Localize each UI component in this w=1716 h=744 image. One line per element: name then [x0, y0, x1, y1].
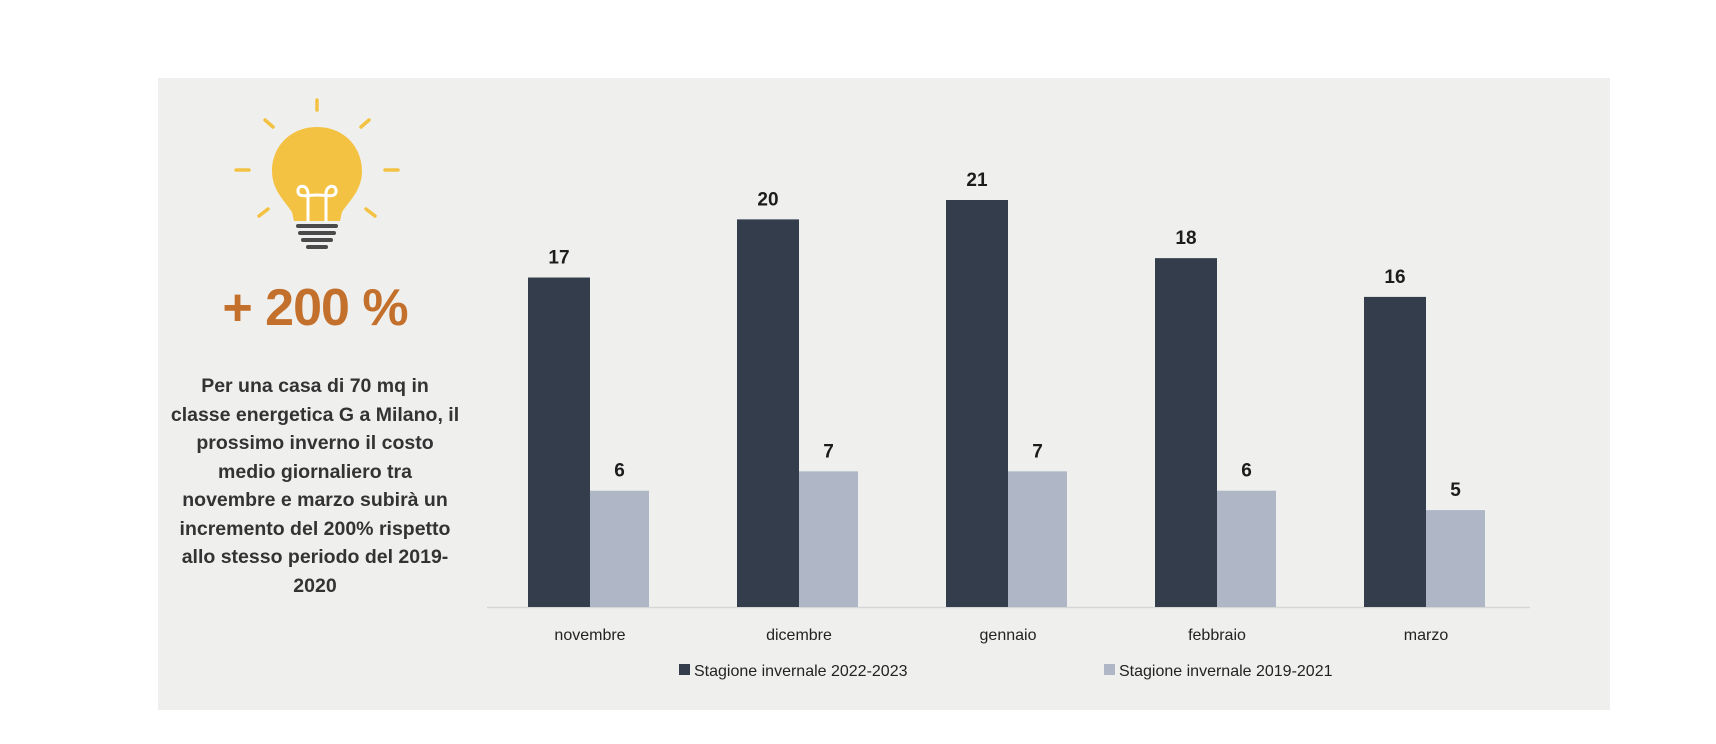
legend-2019-2021-label: Stagione invernale 2019-2021 [1119, 663, 1333, 680]
description-text: Per una casa di 70 mq in classe energeti… [170, 375, 460, 597]
increase-headline: + 200 % [222, 279, 408, 337]
data-label-2019-2021-dicembre: 7 [823, 441, 834, 462]
bar-2022-2023-febbraio [1155, 258, 1217, 607]
data-label-2019-2021-gennaio: 7 [1032, 441, 1043, 462]
category-label-dicembre: dicembre [766, 627, 832, 644]
category-label-novembre: novembre [554, 627, 625, 644]
data-label-2019-2021-febbraio: 6 [1241, 461, 1252, 482]
data-label-2022-2023-marzo: 16 [1384, 267, 1405, 288]
data-label-2022-2023-febbraio: 18 [1175, 228, 1196, 249]
data-label-2019-2021-marzo: 5 [1450, 480, 1461, 501]
legend-2022-2023-label: Stagione invernale 2022-2023 [694, 663, 908, 680]
bar-2022-2023-marzo [1364, 296, 1426, 607]
lightbulb-icon [234, 98, 400, 249]
data-label-2022-2023-gennaio: 21 [966, 170, 988, 191]
category-label-gennaio: gennaio [980, 627, 1037, 644]
data-label-2022-2023-dicembre: 20 [757, 189, 778, 210]
bar-2022-2023-dicembre [737, 219, 799, 607]
bar-2022-2023-gennaio [946, 200, 1008, 607]
data-label-2022-2023-novembre: 17 [548, 248, 569, 269]
category-label-marzo: marzo [1404, 627, 1449, 644]
bar-2019-2021-febbraio [1217, 490, 1276, 607]
bar-2022-2023-novembre [528, 277, 590, 607]
bar-2019-2021-dicembre [799, 471, 858, 607]
bar-2019-2021-marzo [1426, 510, 1485, 607]
category-label-febbraio: febbraio [1188, 627, 1246, 644]
data-label-2019-2021-novembre: 6 [614, 461, 625, 482]
bar-2019-2021-novembre [590, 490, 649, 607]
legend-2022-2023-swatch [679, 664, 690, 675]
bar-2019-2021-gennaio [1008, 471, 1067, 607]
legend-2019-2021-swatch [1104, 664, 1115, 675]
